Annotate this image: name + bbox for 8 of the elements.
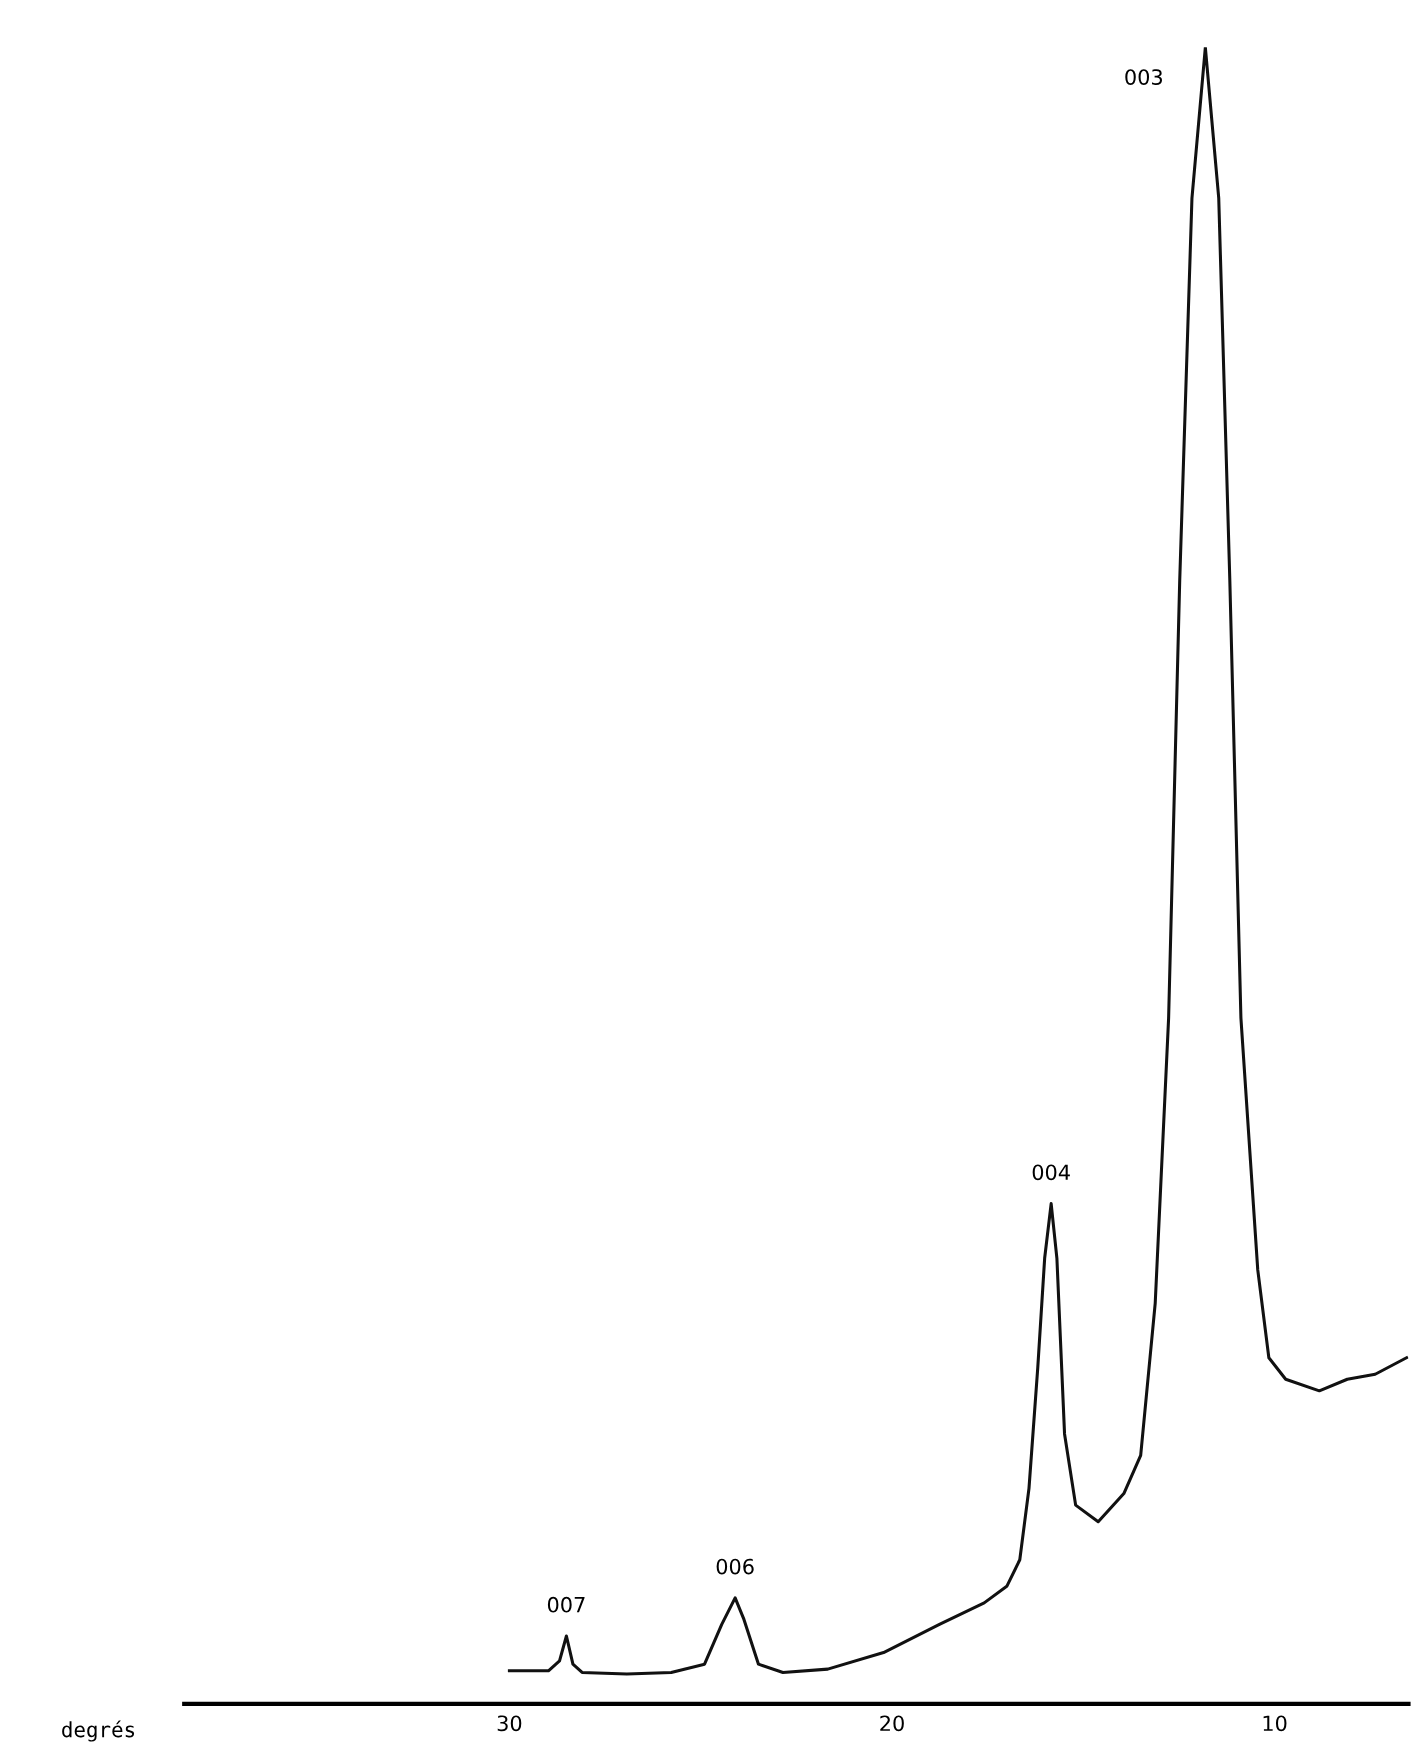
annotation: 004	[1032, 1164, 1070, 1181]
x-tick-label: 20	[880, 1715, 904, 1732]
annotation: 007	[547, 1596, 585, 1613]
annotation: 006	[716, 1558, 754, 1575]
x-tick-label: 30	[497, 1715, 522, 1732]
x-axis-title: degrés	[62, 1720, 135, 1742]
x-tick-label: 10	[1263, 1715, 1287, 1732]
annotation: 003	[1125, 69, 1163, 85]
